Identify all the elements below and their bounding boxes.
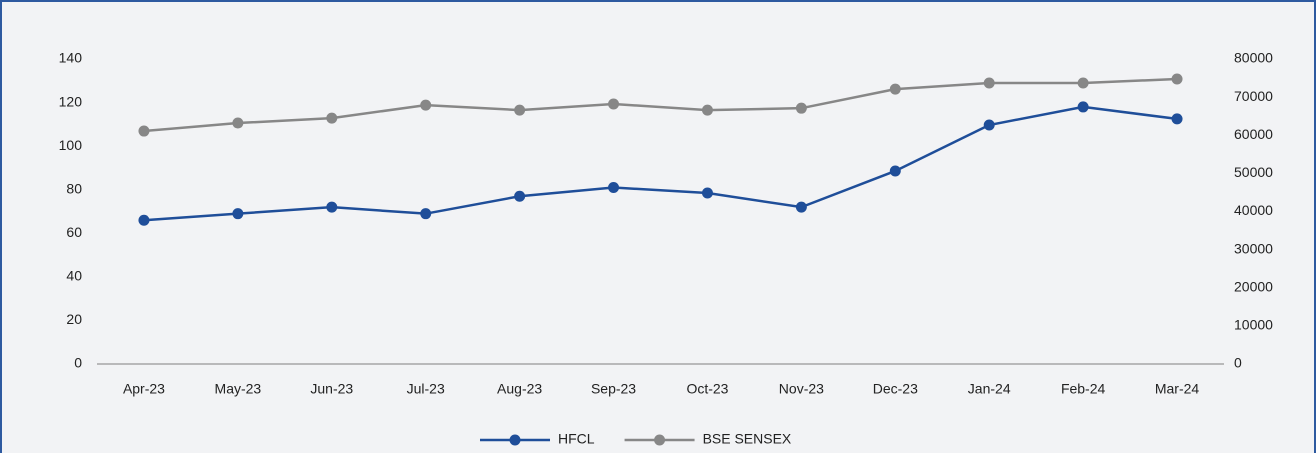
y-tick-label: 20: [66, 311, 82, 327]
x-tick-label: May-23: [215, 381, 262, 397]
y-tick-label: 80: [66, 180, 82, 196]
x-tick-label: Jan-24: [968, 381, 1011, 397]
y2-tick-label: 50000: [1234, 164, 1273, 180]
point: [795, 201, 807, 213]
y2-tick-label: 70000: [1234, 88, 1273, 104]
y2-tick-label: 20000: [1234, 278, 1273, 294]
y2-tick-label: 10000: [1234, 317, 1273, 333]
y2-tick-label: 0: [1234, 355, 1242, 371]
point: [701, 187, 713, 199]
point: [983, 77, 995, 89]
series-line: [143, 77, 1178, 133]
legend-marker: [654, 434, 666, 446]
point: [514, 190, 526, 202]
y-tick-label: 100: [59, 137, 83, 153]
x-tick-label: Nov-23: [779, 381, 824, 397]
x-tick-label: Apr-23: [123, 381, 165, 397]
point: [138, 125, 150, 137]
point: [608, 182, 620, 194]
legend-label: HFCL: [558, 431, 595, 447]
point: [983, 119, 995, 131]
point: [420, 208, 432, 220]
y-tick-label: 40: [66, 268, 82, 284]
series-line: [143, 105, 1178, 222]
y2-tick-label: 80000: [1234, 50, 1273, 66]
y2-tick-label: 30000: [1234, 240, 1273, 256]
point: [1171, 73, 1183, 85]
point: [326, 112, 338, 124]
point: [1171, 113, 1183, 125]
y2-tick-label: 40000: [1234, 202, 1273, 218]
legend-label: BSE SENSEX: [703, 431, 792, 447]
point: [420, 99, 432, 111]
x-tick-label: Oct-23: [686, 381, 728, 397]
x-tick-label: Dec-23: [873, 381, 918, 397]
x-tick-label: Jul-23: [407, 381, 445, 397]
y-tick-label: 120: [59, 93, 83, 109]
y-tick-label: 0: [74, 355, 82, 371]
x-tick-label: Mar-24: [1155, 381, 1200, 397]
point: [514, 104, 526, 116]
point: [701, 104, 713, 116]
point: [608, 98, 620, 110]
point: [795, 102, 807, 114]
point: [1077, 101, 1089, 113]
y-tick-label: 140: [59, 50, 83, 66]
legend-marker: [509, 434, 521, 446]
y2-tick-label: 60000: [1234, 126, 1273, 142]
point: [889, 83, 901, 95]
point: [232, 208, 244, 220]
x-tick-label: Sep-23: [591, 381, 636, 397]
y-tick-label: 60: [66, 224, 82, 240]
point: [1077, 77, 1089, 89]
point: [138, 214, 150, 226]
point: [232, 117, 244, 129]
x-tick-label: Jun-23: [310, 381, 353, 397]
x-tick-label: Feb-24: [1061, 381, 1106, 397]
point: [889, 165, 901, 177]
x-tick-label: Aug-23: [497, 381, 542, 397]
point: [326, 201, 338, 213]
